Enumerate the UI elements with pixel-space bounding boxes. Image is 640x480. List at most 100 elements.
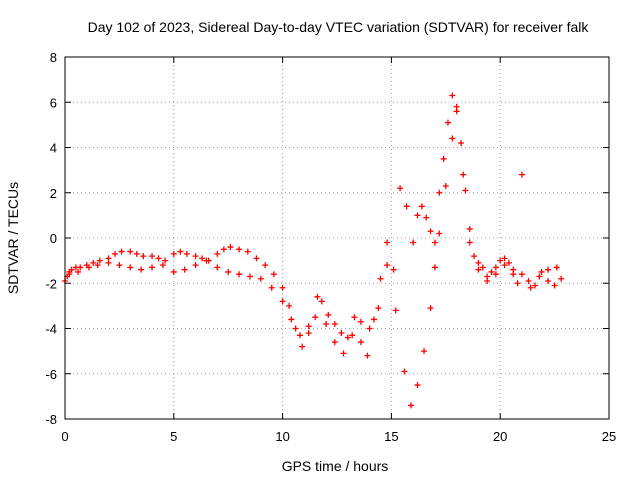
x-tick-label: 5: [170, 429, 177, 444]
data-point: [466, 239, 473, 246]
grid-lines: [65, 57, 609, 419]
data-point: [545, 277, 552, 284]
data-point: [505, 259, 512, 266]
data-point: [414, 382, 421, 389]
data-point: [403, 203, 410, 210]
data-point: [407, 402, 414, 409]
y-tick-label: -2: [45, 276, 57, 291]
y-tick-label: -4: [45, 322, 57, 337]
data-point: [449, 135, 456, 142]
data-point: [484, 277, 491, 284]
data-point: [227, 244, 234, 251]
data-point: [431, 264, 438, 271]
data-point: [357, 318, 364, 325]
data-point: [68, 266, 75, 273]
data-point: [257, 275, 264, 282]
x-tick-label: 15: [384, 429, 398, 444]
data-point: [553, 264, 560, 271]
data-point: [286, 302, 293, 309]
data-point: [155, 255, 162, 262]
x-axis-label: GPS time / hours: [282, 458, 389, 474]
data-point: [192, 262, 199, 269]
data-point: [390, 266, 397, 273]
data-point: [279, 284, 286, 291]
data-point: [199, 255, 206, 262]
y-tick-label: 0: [50, 231, 57, 246]
data-point: [138, 266, 145, 273]
data-point: [475, 266, 482, 273]
data-point: [262, 262, 269, 269]
data-point: [423, 214, 430, 221]
data-point: [471, 253, 478, 260]
data-point: [462, 187, 469, 194]
data-point: [558, 275, 565, 282]
data-point: [162, 257, 169, 264]
data-point: [77, 264, 84, 271]
data-point: [458, 139, 465, 146]
data-point: [510, 266, 517, 273]
data-point: [253, 255, 260, 262]
data-point: [377, 275, 384, 282]
data-point: [270, 271, 277, 278]
data-point: [501, 262, 508, 269]
data-point: [66, 271, 73, 278]
data-point: [268, 284, 275, 291]
data-point: [466, 225, 473, 232]
data-point: [90, 259, 97, 266]
data-point: [401, 368, 408, 375]
data-point: [392, 307, 399, 314]
data-point: [427, 305, 434, 312]
data-point: [127, 248, 134, 255]
data-point: [436, 189, 443, 196]
data-point: [236, 271, 243, 278]
data-point: [94, 262, 101, 269]
data-point: [551, 282, 558, 289]
data-point: [149, 264, 156, 271]
data-point: [96, 257, 103, 264]
data-point: [220, 246, 227, 253]
data-point: [518, 171, 525, 178]
y-tick-label: -6: [45, 367, 57, 382]
data-point: [414, 212, 421, 219]
data-point: [214, 264, 221, 271]
data-point: [140, 253, 147, 260]
data-point: [75, 268, 82, 275]
data-point: [375, 305, 382, 312]
data-point: [312, 314, 319, 321]
data-point: [323, 320, 330, 327]
data-point: [149, 253, 156, 260]
data-point: [159, 262, 166, 269]
data-point: [170, 268, 177, 275]
data-point: [116, 262, 123, 269]
y-tick-label: 2: [50, 186, 57, 201]
data-point: [314, 293, 321, 300]
data-point: [488, 268, 495, 275]
data-point: [246, 273, 253, 280]
data-point: [288, 316, 295, 323]
data-point: [225, 268, 232, 275]
data-point: [297, 332, 304, 339]
data-point: [331, 339, 338, 346]
data-point: [444, 119, 451, 126]
data-point: [397, 185, 404, 192]
axis-ticks: 0 5 10 15 20 25 -8 -6 -4 -2 0 2 4 6 8: [45, 50, 616, 444]
data-point: [518, 271, 525, 278]
data-point: [181, 266, 188, 273]
data-point: [192, 253, 199, 260]
data-point: [410, 239, 417, 246]
data-point: [514, 280, 521, 287]
data-points: [62, 92, 565, 409]
data-point: [421, 348, 428, 355]
data-point: [299, 343, 306, 350]
data-point: [492, 264, 499, 271]
data-point: [536, 273, 543, 280]
data-point: [105, 259, 112, 266]
data-point: [538, 268, 545, 275]
data-point: [384, 262, 391, 269]
y-tick-label: 4: [50, 141, 57, 156]
data-point: [338, 330, 345, 337]
data-point: [525, 277, 532, 284]
data-point: [497, 257, 504, 264]
data-point: [418, 203, 425, 210]
